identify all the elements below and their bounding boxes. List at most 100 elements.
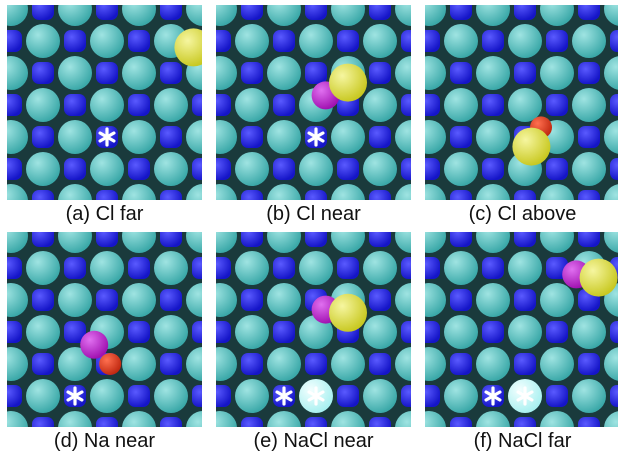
lattice-ion	[267, 184, 301, 200]
lattice-ion	[514, 190, 536, 200]
lattice-ion	[235, 315, 269, 349]
lattice-ion	[64, 158, 86, 180]
panel-caption: (a) Cl far	[65, 203, 144, 225]
lattice-ion	[572, 88, 606, 122]
lattice-ion	[401, 321, 411, 343]
surface-image	[7, 5, 202, 200]
surface-panel	[216, 5, 411, 200]
lattice-ion	[235, 379, 269, 413]
lattice-ion	[273, 158, 295, 180]
lattice-ion	[267, 232, 301, 253]
lattice-ion	[216, 5, 237, 26]
lattice-ion	[444, 88, 478, 122]
lattice-ion	[241, 62, 263, 84]
lattice-ion	[514, 5, 536, 20]
lattice-ion	[305, 5, 327, 20]
lattice-ion	[7, 120, 28, 154]
lattice-ion	[58, 5, 92, 26]
lattice-ion	[26, 251, 60, 285]
lattice-ion	[160, 5, 182, 20]
lattice-ion	[64, 30, 86, 52]
surface-panel	[425, 232, 618, 427]
surface-panel	[425, 5, 618, 200]
lattice-ion	[331, 5, 365, 26]
lattice-ion	[96, 5, 118, 20]
defect-asterisk-icon	[66, 386, 84, 406]
lattice-ion	[546, 94, 568, 116]
lattice-ion	[604, 232, 618, 253]
lattice-ion	[128, 257, 150, 279]
lattice-ion	[331, 120, 365, 154]
lattice-ion	[395, 5, 411, 26]
lattice-ion	[444, 251, 478, 285]
lattice-ion	[514, 417, 536, 427]
lattice-ion	[572, 379, 606, 413]
lattice-ion	[90, 251, 124, 285]
lattice-ion	[96, 417, 118, 427]
surface-image	[216, 232, 411, 427]
lattice-ion	[425, 385, 440, 407]
surface-panel	[7, 5, 202, 200]
lattice-ion	[305, 232, 327, 247]
lattice-ion	[425, 283, 446, 317]
lattice-ion	[305, 190, 327, 200]
lattice-ion	[154, 379, 188, 413]
lattice-ion	[450, 417, 472, 427]
lattice-ion	[482, 94, 504, 116]
defect-asterisk-icon	[98, 127, 116, 147]
lattice-ion	[32, 190, 54, 200]
lattice-ion	[546, 321, 568, 343]
lattice-ion	[241, 232, 263, 247]
panel-caption: (e) NaCl near	[253, 430, 374, 452]
lattice-ion	[186, 411, 202, 427]
lattice-ion	[540, 411, 574, 427]
lattice-ion	[546, 30, 568, 52]
lattice-ion	[122, 411, 156, 427]
defect-asterisk-icon	[516, 386, 534, 406]
lattice-ion	[482, 158, 504, 180]
defect-asterisk-icon	[307, 127, 325, 147]
lattice-ion	[7, 30, 22, 52]
lattice-ion	[476, 184, 510, 200]
lattice-ion	[122, 56, 156, 90]
lattice-ion	[425, 184, 446, 200]
lattice-ion	[160, 232, 182, 247]
lattice-ion	[450, 190, 472, 200]
adsorbate-atom-o	[99, 353, 122, 375]
lattice-ion	[32, 232, 54, 247]
lattice-ion	[401, 385, 411, 407]
lattice-ion	[90, 379, 124, 413]
lattice-ion	[450, 232, 472, 247]
lattice-ion	[450, 5, 472, 20]
lattice-ion	[363, 88, 397, 122]
lattice-ion	[369, 62, 391, 84]
lattice-ion	[482, 321, 504, 343]
lattice-ion	[540, 232, 574, 253]
lattice-ion	[216, 411, 237, 427]
lattice-ion	[604, 411, 618, 427]
lattice-ion	[273, 257, 295, 279]
lattice-ion	[216, 158, 231, 180]
lattice-ion	[425, 56, 446, 90]
lattice-ion	[482, 30, 504, 52]
lattice-ion	[96, 190, 118, 200]
lattice-ion	[514, 232, 536, 247]
lattice-ion	[58, 184, 92, 200]
lattice-ion	[540, 184, 574, 200]
adsorbate-atom-cl	[174, 28, 202, 67]
lattice-ion	[395, 184, 411, 200]
lattice-ion	[425, 321, 440, 343]
lattice-ion	[578, 126, 600, 148]
lattice-ion	[128, 158, 150, 180]
lattice-ion	[122, 283, 156, 317]
lattice-ion	[450, 126, 472, 148]
lattice-ion	[7, 411, 28, 427]
lattice-ion	[216, 385, 231, 407]
lattice-ion	[267, 347, 301, 381]
lattice-ion	[305, 353, 327, 375]
lattice-ion	[160, 353, 182, 375]
lattice-ion	[395, 232, 411, 253]
lattice-ion	[267, 411, 301, 427]
lattice-ion	[32, 353, 54, 375]
lattice-ion	[369, 289, 391, 311]
